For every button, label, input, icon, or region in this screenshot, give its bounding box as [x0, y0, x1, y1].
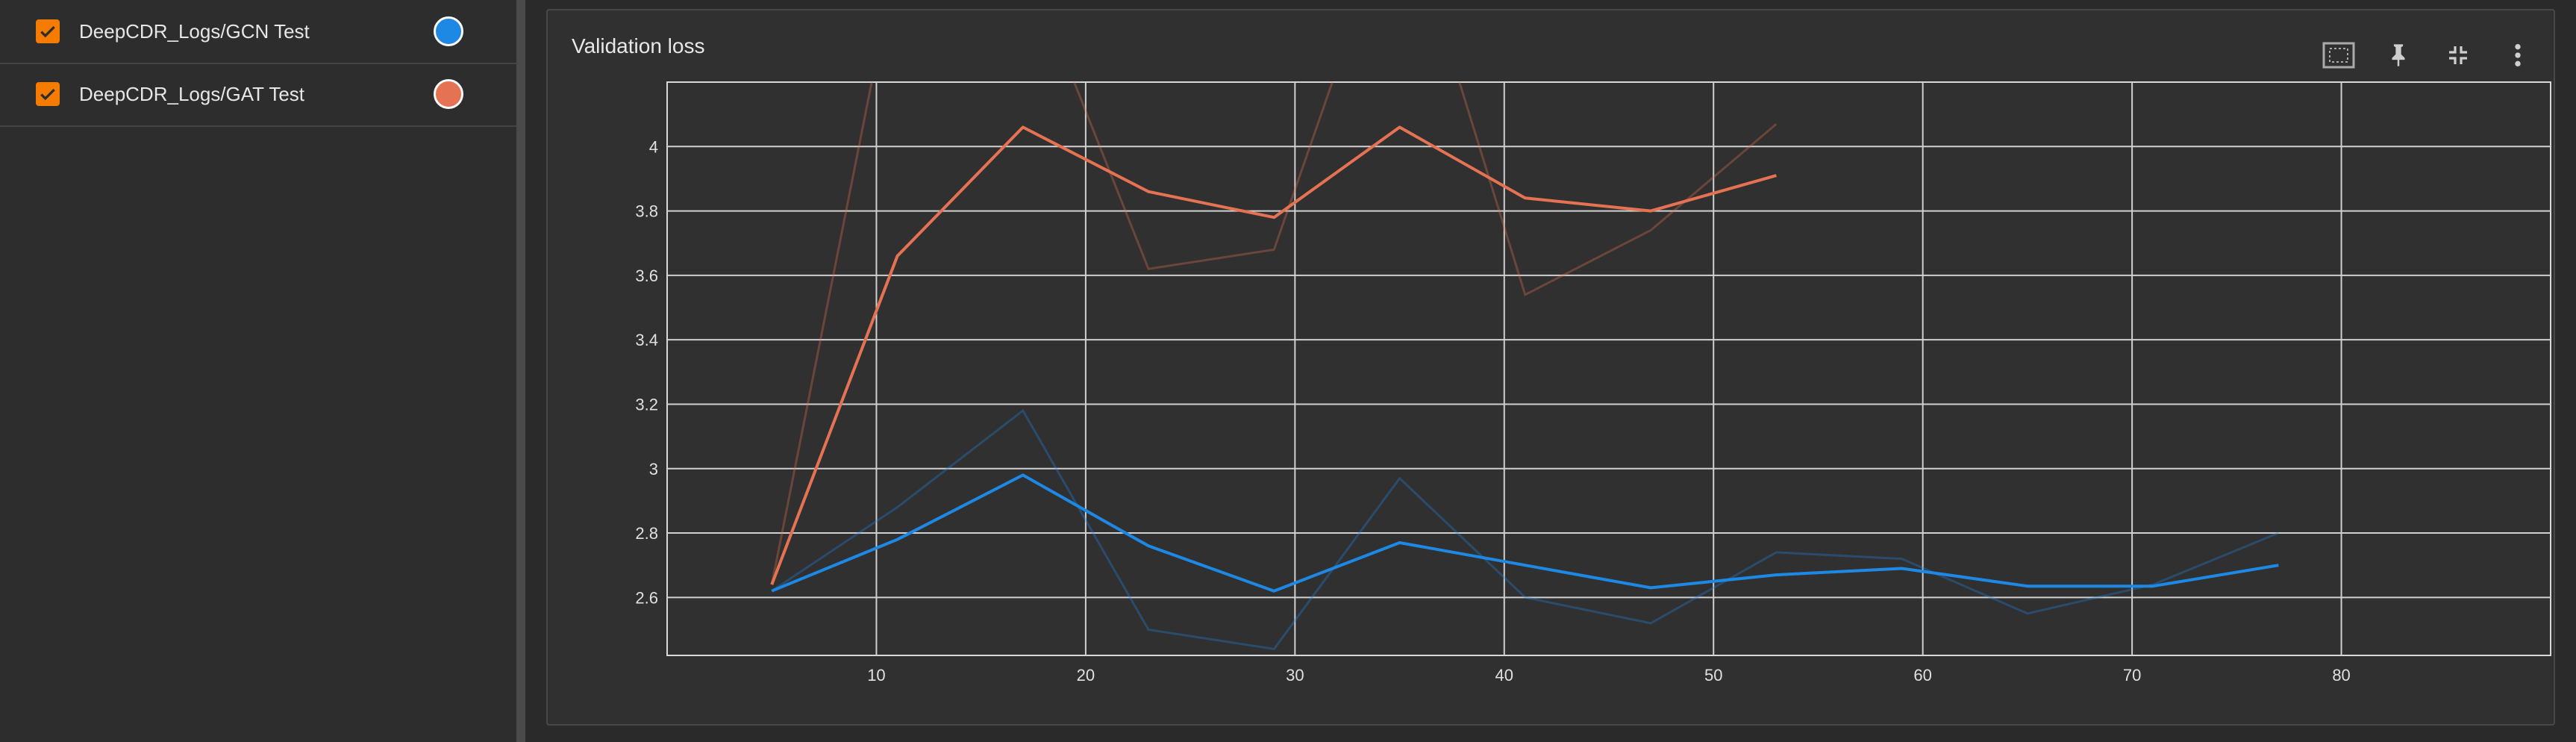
collapse-icon [2449, 46, 2467, 64]
plot-frame [666, 81, 2551, 656]
y-tick-label: 3.6 [635, 266, 658, 285]
pin-button[interactable] [2380, 37, 2416, 73]
y-tick-label: 3.8 [635, 202, 658, 221]
scalar-card: Validation loss [546, 9, 2555, 726]
x-tick-label: 50 [1704, 666, 1722, 685]
runs-sidebar: DeepCDR_Logs/GCN Test DeepCDR_Logs/GAT T… [0, 0, 516, 742]
run-checkbox-gat[interactable] [36, 82, 60, 106]
y-tick-label: 2.8 [635, 524, 658, 543]
card-title: Validation loss [572, 34, 705, 57]
validation-loss-chart[interactable]: 10 20 30 40 50 60 70 80 2.6 2.8 3 3.2 3.4 3.6 3.8 4 [548, 10, 2554, 724]
fit-domain-button[interactable] [2321, 37, 2357, 73]
run-label-gcn: DeepCDR_Logs/GCN Test [79, 19, 310, 43]
x-tick-label: 10 [867, 666, 885, 685]
more-options-button[interactable] [2500, 37, 2536, 73]
x-tick-label: 80 [2332, 666, 2350, 685]
run-color-swatch-gcn[interactable] [434, 16, 463, 46]
check-icon [40, 25, 55, 38]
raw-line-gat [770, 82, 1778, 585]
pin-icon [2392, 44, 2405, 66]
y-tick-label: 4 [649, 137, 658, 156]
collapse-button[interactable] [2440, 37, 2476, 73]
more-vert-icon [2515, 43, 2521, 67]
x-tick-label: 40 [1495, 666, 1513, 685]
smoothed-line-gat [770, 125, 1777, 585]
run-label-gat: DeepCDR_Logs/GAT Test [79, 82, 305, 105]
y-tick-label: 3.2 [635, 395, 658, 414]
y-tick-label: 3 [649, 460, 658, 478]
check-icon [40, 88, 55, 101]
main-panel: Validation loss [525, 0, 2576, 742]
x-tick-label: 20 [1077, 666, 1095, 685]
run-row-gcn[interactable]: DeepCDR_Logs/GCN Test [0, 0, 516, 64]
run-row-gat[interactable]: DeepCDR_Logs/GAT Test [0, 63, 516, 127]
raw-line-gcn [771, 408, 2279, 651]
fit-domain-icon [2322, 42, 2355, 69]
run-color-swatch-gat[interactable] [434, 79, 463, 109]
x-tick-label: 70 [2123, 666, 2141, 685]
y-tick-label: 3.4 [635, 331, 658, 349]
sidebar-resize-handle[interactable] [516, 0, 525, 742]
smoothed-line-gcn [771, 473, 2279, 593]
x-tick-label: 30 [1286, 666, 1304, 685]
x-tick-label: 60 [1913, 666, 1931, 685]
y-tick-label: 2.6 [635, 588, 658, 607]
run-checkbox-gcn[interactable] [36, 19, 60, 43]
